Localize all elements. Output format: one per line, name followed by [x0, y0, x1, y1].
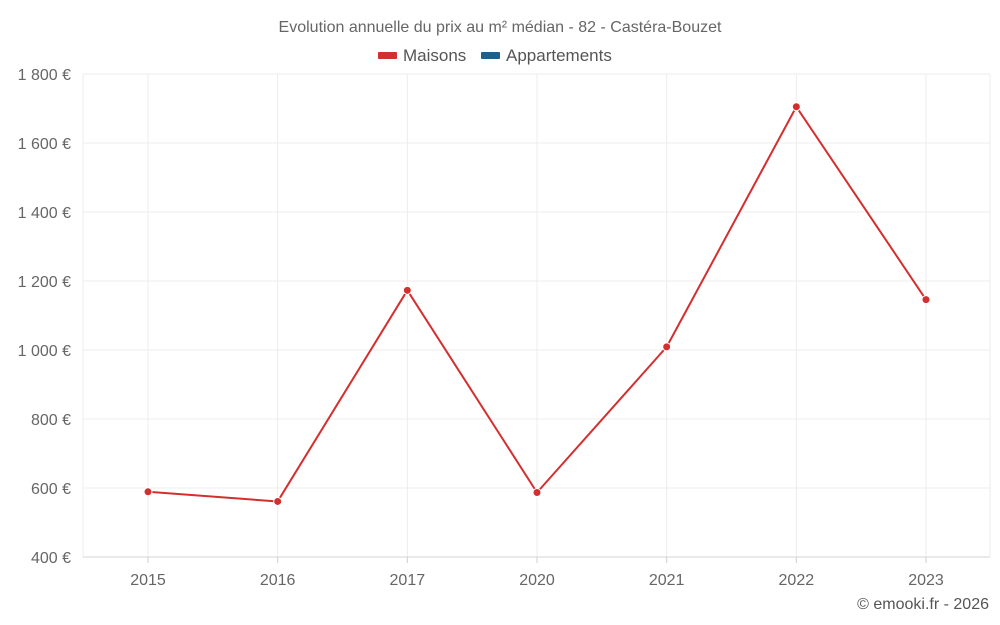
- data-point[interactable]: 2016: 561 €: [273, 496, 283, 506]
- x-tick-label: 2015: [130, 572, 166, 589]
- series-layer: 2015: 589 € 2016: 561 € 2017: 1173 € 2020: …: [143, 102, 931, 506]
- y-tick-label: 600 €: [31, 481, 71, 498]
- y-tick-label: 1 000 €: [18, 343, 71, 360]
- data-point[interactable]: 2015: 589 €: [143, 487, 153, 497]
- data-point[interactable]: 2022: 1705 €: [791, 102, 801, 112]
- y-tick-label: 1 600 €: [18, 136, 71, 153]
- data-point[interactable]: 2020: 587 €: [532, 487, 542, 497]
- credit-text: © emooki.fr - 2026: [857, 596, 989, 613]
- legend-label-appartements: Appartements: [506, 46, 612, 65]
- x-tick-label: 2017: [390, 572, 426, 589]
- legend-item-appartements[interactable]: Appartements: [481, 46, 612, 65]
- data-point[interactable]: 2023: 1146 €: [921, 295, 931, 305]
- data-point[interactable]: 2017: 1173 €: [402, 285, 412, 295]
- y-gridlines: [83, 73, 990, 489]
- data-point[interactable]: 2021: 1009 €: [662, 342, 672, 352]
- legend-swatch-appartements: [481, 52, 500, 59]
- x-gridlines: [82, 74, 991, 557]
- x-axis-ticks: 2015 2016 2017 2020 2021 2022 2023: [130, 557, 944, 589]
- y-axis-ticks: 400 € 600 € 800 € 1 000 € 1 200 € 1 400 € 1 60…: [18, 67, 71, 567]
- x-tick-label: 2020: [519, 572, 555, 589]
- x-tick-label: 2022: [779, 572, 815, 589]
- x-tick-label: 2023: [908, 572, 944, 589]
- y-tick-label: 800 €: [31, 412, 71, 429]
- y-tick-label: 1 200 €: [18, 274, 71, 291]
- legend[interactable]: Maisons Appartements: [378, 46, 612, 65]
- y-tick-label: 1 400 €: [18, 205, 71, 222]
- y-tick-label: 1 800 €: [18, 67, 71, 84]
- chart-title: Evolution annuelle du prix au m² médian …: [279, 19, 722, 36]
- y-tick-label: 400 €: [31, 550, 71, 567]
- legend-item-maisons[interactable]: Maisons: [378, 46, 466, 65]
- legend-swatch-maisons: [378, 52, 397, 59]
- x-tick-label: 2021: [649, 572, 685, 589]
- x-tick-label: 2016: [260, 572, 296, 589]
- legend-label-maisons: Maisons: [403, 46, 466, 65]
